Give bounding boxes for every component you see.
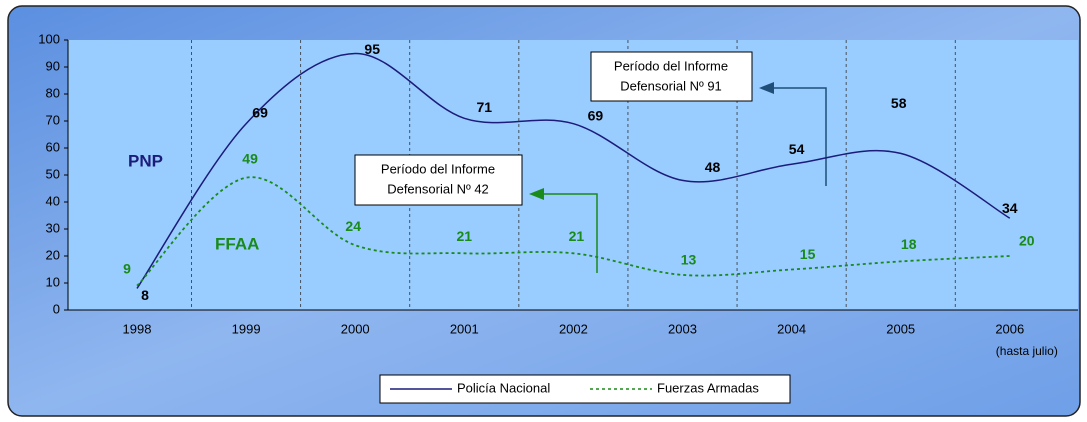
y-tick-label: 10 [46,274,60,289]
data-label: 21 [457,228,473,244]
legend-label: Policía Nacional [457,380,550,395]
x-tick-note: (hasta julio) [996,344,1058,358]
data-label: 48 [705,159,721,175]
data-label: 69 [252,104,268,120]
data-label: 24 [345,218,361,234]
data-label: 18 [901,236,917,252]
data-label: 21 [569,228,585,244]
x-tick-label: 2005 [886,321,915,336]
x-tick-label: 2000 [341,321,370,336]
y-tick-label: 50 [46,166,60,181]
annotation: Período del Informe [614,58,728,73]
x-tick-label: 2004 [777,321,806,336]
legend-label: Fuerzas Armadas [657,380,759,395]
data-label: 34 [1002,200,1018,216]
annotation: FFAA [215,234,259,253]
x-tick-label: 2006 [995,321,1024,336]
y-tick-label: 40 [46,193,60,208]
data-label: 58 [891,95,907,111]
arrow [759,82,827,186]
x-tick-label: 2001 [450,321,479,336]
data-label: 13 [681,252,697,268]
plot-area [68,40,1078,310]
y-tick-label: 0 [53,301,60,316]
data-label: 15 [800,246,816,262]
x-tick-label: 1998 [123,321,152,336]
data-label: 71 [477,99,493,115]
x-tick-label: 1999 [232,321,261,336]
y-tick-label: 90 [46,58,60,73]
y-tick-label: 70 [46,112,60,127]
y-tick-label: 30 [46,220,60,235]
y-tick-label: 60 [46,139,60,154]
data-label: 69 [588,107,604,123]
arrow [529,188,598,273]
annotation: Defensorial Nº 42 [387,181,489,196]
y-tick-label: 80 [46,85,60,100]
annotation: PNP [128,151,163,170]
data-label: 9 [123,260,131,276]
data-label: 8 [141,287,149,303]
data-label: 95 [364,41,380,57]
annotation: Defensorial Nº 91 [620,78,722,93]
annotation-box [354,154,523,206]
data-label: 20 [1019,233,1035,249]
data-label: 54 [789,141,805,157]
data-label: 49 [242,150,258,166]
y-tick-label: 100 [38,31,60,46]
annotation-box [590,51,753,102]
x-tick-label: 2002 [559,321,588,336]
y-tick-label: 20 [46,247,60,262]
x-tick-label: 2003 [668,321,697,336]
series-line [136,52,1011,289]
annotation: Período del Informe [381,161,495,176]
